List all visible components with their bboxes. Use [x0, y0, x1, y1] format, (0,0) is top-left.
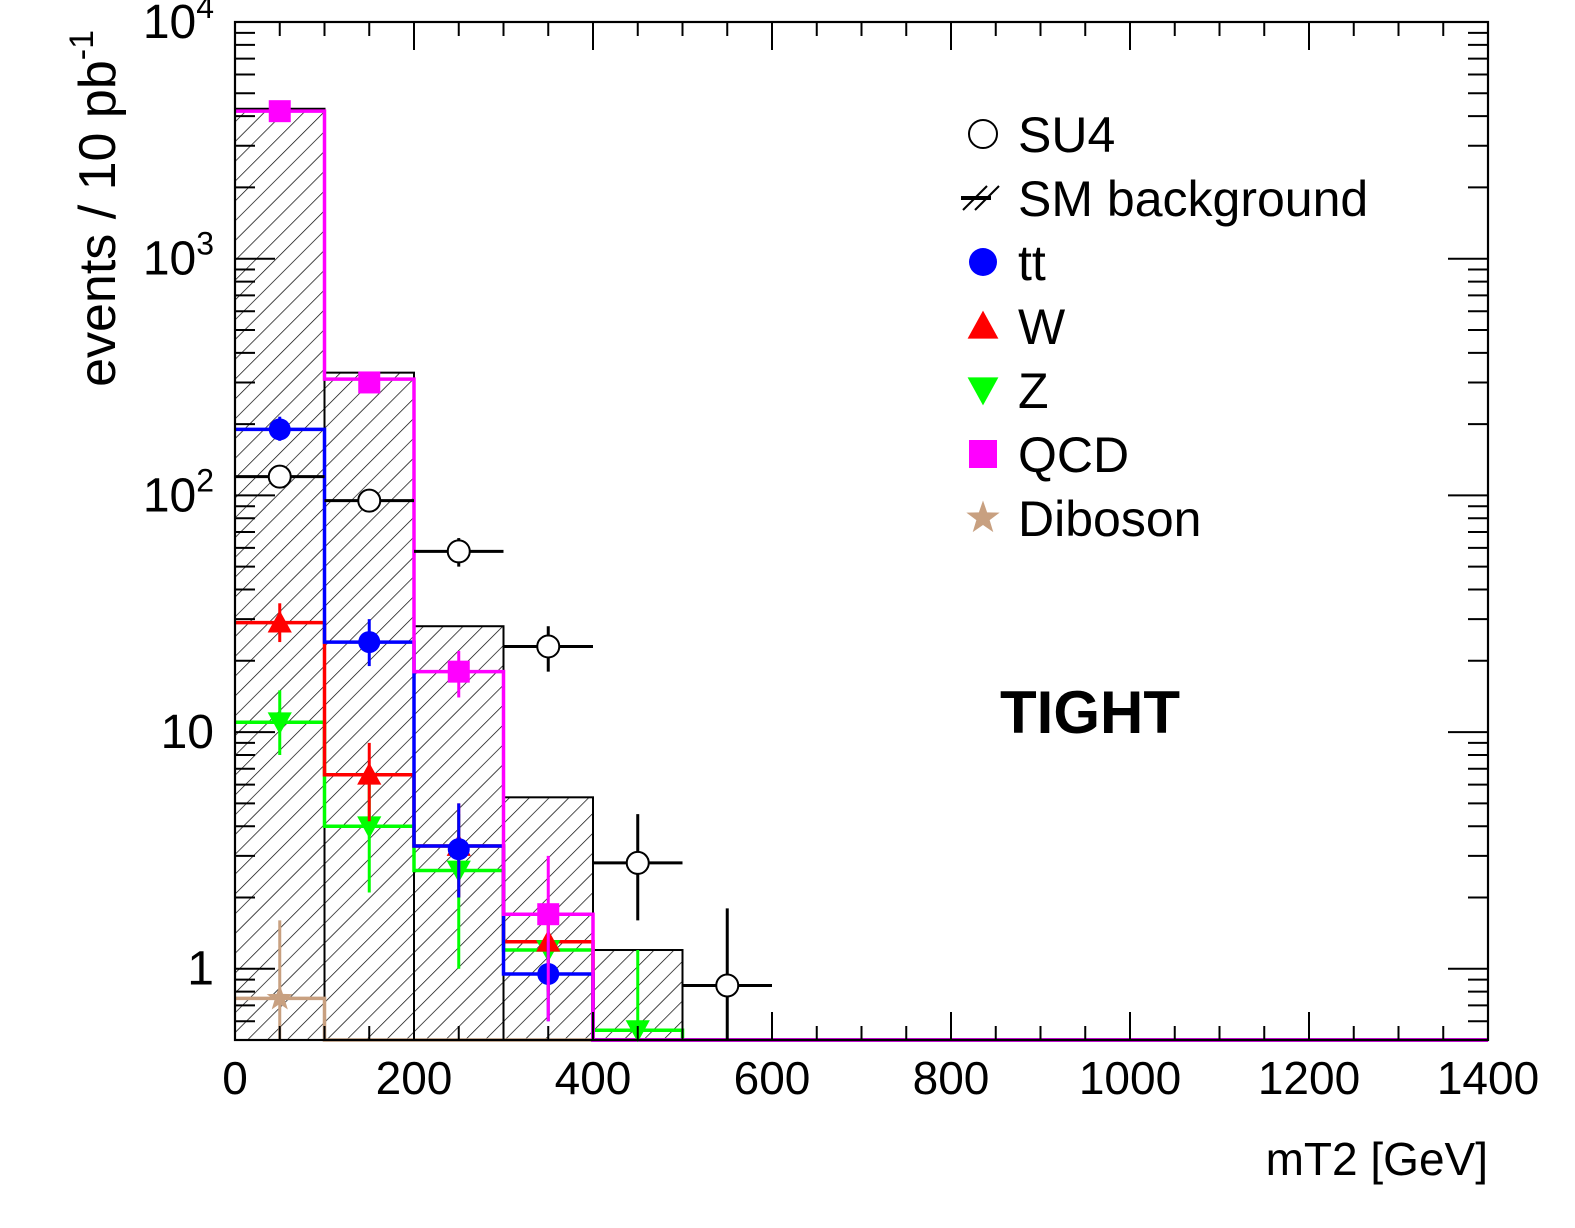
x-tick-label: 1000	[1079, 1052, 1181, 1104]
y-tick-label: 1	[187, 943, 214, 996]
x-axis-label: mT2 [GeV]	[1266, 1133, 1488, 1185]
legend-star-icon	[966, 500, 1000, 533]
x-tick-label: 400	[555, 1052, 632, 1104]
x-tick-label: 1400	[1437, 1052, 1539, 1104]
series-qcd-point	[268, 100, 291, 123]
series-tt-point	[268, 418, 291, 441]
legend-square-icon	[969, 440, 997, 468]
y-tick-label: 10	[161, 706, 214, 759]
selection-label: TIGHT	[1000, 679, 1180, 746]
y-tick-label: 102	[143, 462, 214, 522]
su4-point	[715, 973, 740, 998]
legend-open-circle-icon	[968, 119, 998, 149]
legend-hatch-icon	[974, 185, 1000, 211]
series-tt-point	[358, 631, 381, 654]
series-w-point	[357, 762, 382, 785]
y-axis-label: events / 10 pb-1	[63, 30, 127, 387]
x-tick-label: 800	[913, 1052, 990, 1104]
legend: SU4 SM background tt WZ QCD Diboson	[961, 107, 1368, 547]
series-z-point	[267, 712, 292, 735]
x-tick-label: 0	[222, 1052, 248, 1104]
legend-label: Z	[1018, 363, 1049, 419]
y-tick-label: 104	[143, 0, 214, 49]
series-qcd-point	[447, 660, 470, 683]
x-tick-label: 600	[734, 1052, 811, 1104]
x-tick-label: 1200	[1258, 1052, 1360, 1104]
legend-triangle-down-icon	[967, 377, 999, 406]
series-diboson-point	[266, 984, 293, 1010]
legend-label: tt	[1018, 235, 1046, 291]
legend-triangle-up-icon	[967, 310, 999, 339]
legend-label: SM background	[1018, 171, 1368, 227]
series-z-point	[357, 816, 382, 839]
axes-layer: 0 200 400 600 800 1000 1200 1400 1 10 102 103 104	[143, 0, 1539, 1104]
x-tick-label: 200	[376, 1052, 453, 1104]
su4-point	[267, 464, 292, 489]
su4-point	[625, 850, 650, 875]
series-qcd-point	[358, 371, 381, 394]
legend-label: SU4	[1018, 107, 1115, 163]
su4-point	[446, 539, 471, 564]
legend-label: W	[1018, 299, 1066, 355]
legend-label: QCD	[1018, 427, 1129, 483]
legend-circle-icon	[969, 248, 997, 276]
y-tick-label: 103	[143, 226, 214, 286]
series-tt-point	[447, 838, 470, 861]
su4-point	[536, 634, 561, 659]
data-points-layer	[235, 100, 772, 1043]
series-w-point	[267, 610, 292, 633]
series-qcd-point	[537, 903, 560, 926]
legend-label: Diboson	[1018, 491, 1201, 547]
sm-background-bin	[234, 107, 326, 1042]
su4-point	[357, 488, 382, 513]
legend-hatch-icon	[962, 185, 988, 211]
histogram-layer	[234, 107, 1488, 1042]
sm-background-bin	[323, 371, 415, 1041]
